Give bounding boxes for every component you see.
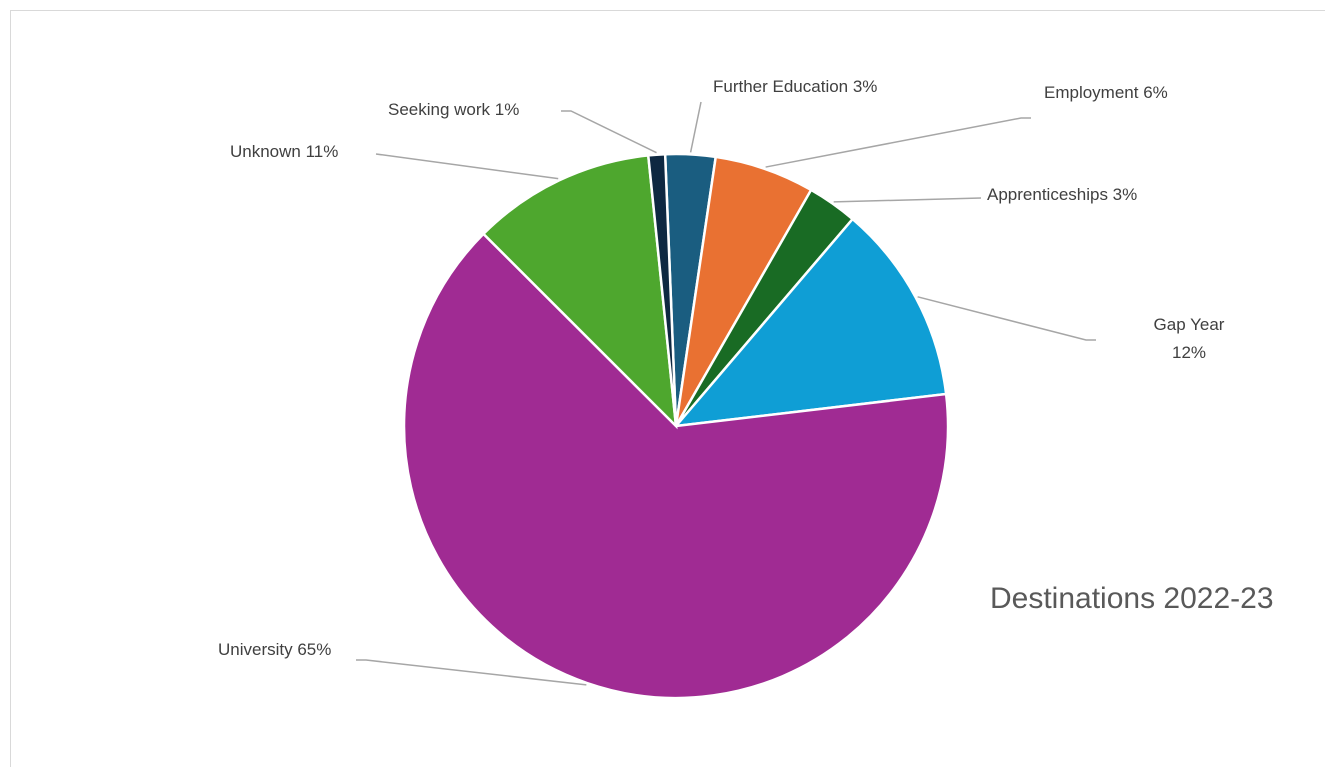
pie-slice-gap-year <box>672 217 948 428</box>
data-labels: Further Education 3% Employment 6% Appre… <box>218 77 1225 659</box>
chart-title: Destinations 2022-23 <box>990 582 1274 615</box>
pie-slice-university <box>402 232 950 700</box>
leader-line-gap-year <box>917 296 1096 341</box>
label-employment: Employment 6% <box>1044 83 1168 102</box>
label-university: University 65% <box>218 640 331 659</box>
label-unknown: Unknown 11% <box>230 142 338 161</box>
label-apprenticeships: Apprenticeships 3% <box>987 185 1137 204</box>
chart-area: Further Education 3% Employment 6% Appre… <box>10 10 1325 767</box>
leader-lines <box>356 101 1096 686</box>
leader-line-unknown <box>375 153 559 180</box>
pie-chart: Further Education 3% Employment 6% Appre… <box>218 77 1274 700</box>
pie-slices <box>402 152 950 700</box>
label-seeking-work: Seeking work 1% <box>388 100 519 119</box>
leader-line-apprenticeships <box>833 197 982 203</box>
pie-slice-seeking-work <box>646 152 678 427</box>
leader-line-seeking-work <box>561 110 657 154</box>
pie-slice-unknown <box>481 154 678 430</box>
leader-line-employment <box>765 117 1031 168</box>
label-gap-year-name: Gap Year <box>1154 315 1225 334</box>
label-gap-year-percent: 12% <box>1172 343 1206 362</box>
leader-line-further-education <box>689 101 702 153</box>
label-further-education: Further Education 3% <box>713 77 877 96</box>
leader-line-university <box>356 659 587 686</box>
